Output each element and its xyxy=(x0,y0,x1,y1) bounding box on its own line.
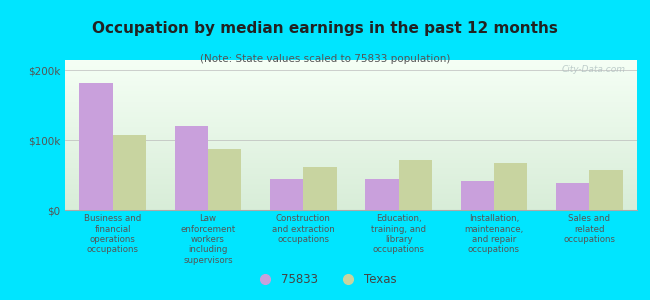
Legend: 75833, Texas: 75833, Texas xyxy=(248,269,402,291)
Bar xyxy=(461,181,494,210)
Bar xyxy=(270,178,304,210)
Text: Occupation by median earnings in the past 12 months: Occupation by median earnings in the pas… xyxy=(92,21,558,36)
Bar xyxy=(590,169,623,210)
Bar xyxy=(79,83,112,210)
Bar xyxy=(304,167,337,210)
Text: (Note: State values scaled to 75833 population): (Note: State values scaled to 75833 popu… xyxy=(200,54,450,64)
Bar xyxy=(208,148,241,210)
Bar xyxy=(494,163,527,210)
Bar xyxy=(112,135,146,210)
Bar xyxy=(365,179,398,210)
Bar xyxy=(398,160,432,210)
Bar xyxy=(175,126,208,210)
Bar xyxy=(556,184,590,210)
Text: City-Data.com: City-Data.com xyxy=(562,64,625,74)
